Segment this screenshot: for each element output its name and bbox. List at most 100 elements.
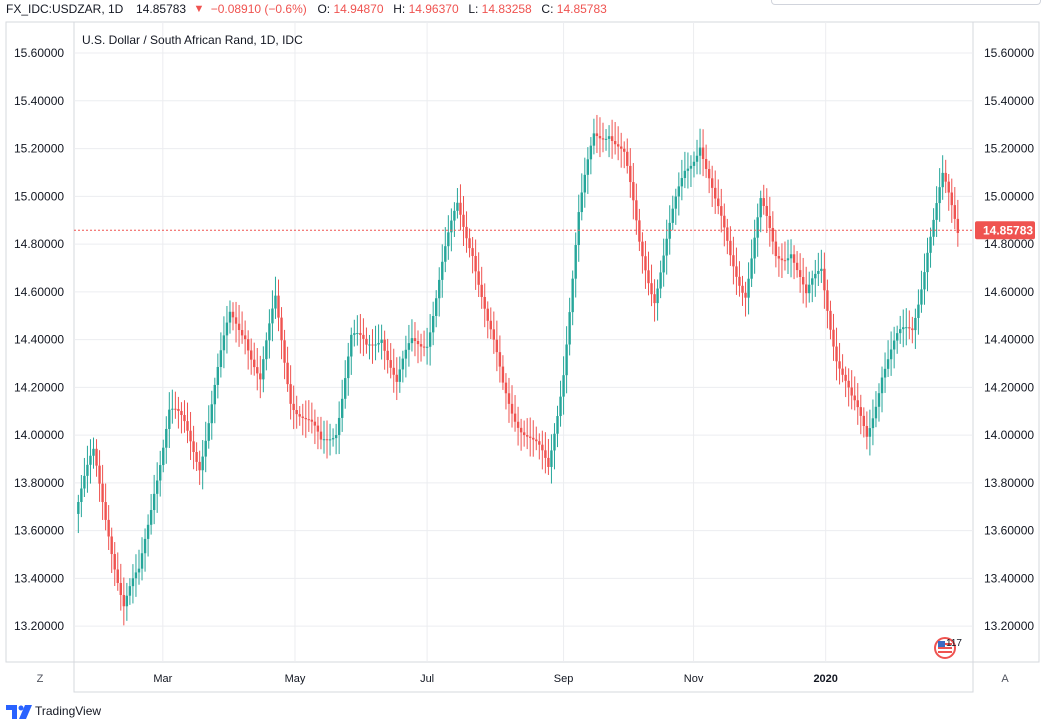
candle-body — [277, 295, 280, 318]
candle-body — [595, 133, 599, 137]
candle-body — [850, 387, 853, 396]
candle-body — [644, 256, 647, 271]
footer: TradingView — [0, 700, 1045, 722]
candle-body — [407, 343, 411, 350]
candle-body — [525, 435, 529, 437]
candle-body — [410, 338, 414, 344]
event-count-badge: 117 — [946, 638, 962, 649]
candle-body — [428, 332, 432, 347]
candle-body — [419, 344, 423, 347]
candle-body — [298, 414, 301, 417]
candle-body — [134, 572, 138, 579]
candle-body — [377, 342, 380, 345]
candle-body — [122, 594, 126, 607]
candle-body — [868, 428, 872, 437]
candle-body — [823, 268, 826, 291]
candle-body — [798, 270, 802, 278]
right-price-labels: 13.20000 13.40000 13.60000 13.80000 14.00000… — [984, 46, 1034, 633]
candle-body — [656, 288, 659, 304]
candle-body — [559, 396, 562, 417]
candle-body — [889, 349, 893, 360]
candle-body — [577, 212, 580, 246]
candle-body — [477, 271, 480, 285]
candle-body — [313, 421, 317, 426]
candle-body — [817, 270, 820, 274]
candle-body — [301, 416, 304, 418]
tradingview-logo[interactable]: TradingView — [6, 704, 101, 719]
candle-body — [328, 439, 332, 441]
candle-body — [820, 268, 823, 271]
candle-body — [204, 440, 207, 457]
candle-body — [507, 393, 511, 404]
candle-body — [759, 198, 762, 218]
candle-body — [877, 393, 881, 407]
right-price-label: 13.80000 — [984, 476, 1034, 490]
candle-body — [626, 151, 629, 166]
plot-area[interactable] — [73, 21, 974, 663]
candle-body — [632, 182, 635, 201]
candle-body — [195, 452, 198, 462]
candle-body — [192, 441, 195, 453]
candle-body — [453, 210, 456, 221]
zoom-button-box[interactable] — [28, 668, 52, 688]
left-price-labels: 13.20000 13.40000 13.60000 13.80000 14.00000… — [14, 46, 64, 633]
change-value: −0.08910 (−0.6%) — [210, 2, 307, 16]
candle-body — [674, 196, 677, 209]
candle-body — [780, 258, 784, 261]
candle-body — [340, 398, 344, 418]
candle-body — [168, 409, 171, 429]
time-labels: Mar May Jul Sep Nov 2020 — [153, 673, 838, 685]
toolbar-tab[interactable] — [771, 0, 1041, 5]
candle-body — [434, 298, 438, 317]
candle-body — [474, 256, 477, 272]
candle-body — [547, 457, 550, 467]
candle-body — [83, 475, 86, 489]
candle-body — [704, 158, 708, 169]
candle-body — [659, 272, 662, 289]
candle-body — [401, 358, 405, 370]
candle-body — [762, 198, 765, 206]
auto-scale-button[interactable]: A — [1001, 673, 1009, 685]
candle-body — [619, 146, 623, 149]
candle-body — [865, 426, 869, 437]
left-price-label: 13.40000 — [14, 571, 64, 585]
candle-body — [513, 413, 517, 422]
zoom-button[interactable]: Z — [37, 673, 44, 685]
right-price-label: 14.40000 — [984, 333, 1034, 347]
price-chart[interactable]: 13.20000 13.40000 13.60000 13.80000 14.00000… — [0, 0, 1045, 700]
candle-body — [471, 248, 474, 257]
candle-body — [174, 408, 177, 410]
left-price-label: 13.60000 — [14, 524, 64, 538]
candle-body — [447, 232, 450, 247]
candle-body — [404, 349, 408, 359]
candle-body — [750, 258, 753, 279]
candle-body — [804, 284, 808, 294]
symbol-label[interactable]: FX_IDC:USDZAR, 1D — [6, 2, 124, 16]
candle-body — [592, 133, 596, 146]
candle-body — [544, 450, 547, 458]
candle-body — [365, 338, 368, 345]
candle-body — [516, 421, 520, 428]
event-flag-icon[interactable] — [934, 637, 956, 659]
candle-body — [189, 430, 192, 442]
candle-body — [359, 333, 362, 335]
candle-body — [795, 262, 799, 271]
time-label: Jul — [420, 673, 434, 685]
candle-body — [159, 465, 162, 481]
right-price-label: 15.20000 — [984, 142, 1034, 156]
candle-body — [744, 292, 747, 298]
candle-body — [947, 181, 950, 193]
candle-body — [953, 205, 957, 219]
candle-body — [616, 144, 620, 147]
right-axis-panel — [972, 21, 1040, 663]
right-price-label: 13.60000 — [984, 524, 1034, 538]
left-price-label: 14.60000 — [14, 285, 64, 299]
candle-body — [519, 427, 523, 433]
candle-body — [707, 168, 711, 179]
candle-body — [398, 369, 402, 382]
candle-body — [692, 161, 696, 166]
candle-body — [456, 202, 459, 211]
candle-body — [504, 382, 508, 394]
candle-body — [162, 447, 165, 466]
low-value: 14.83258 — [481, 2, 532, 16]
